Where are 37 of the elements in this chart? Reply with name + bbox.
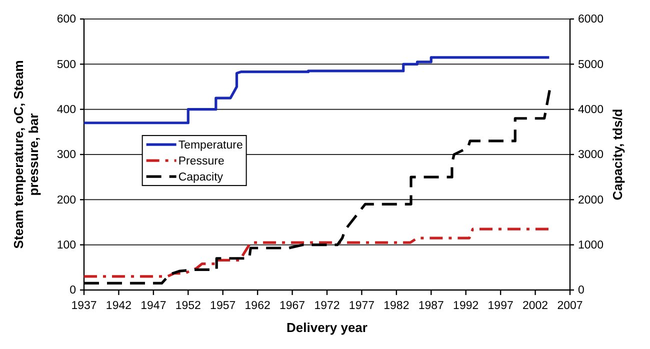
y-tick-label: 600: [56, 14, 76, 26]
legend-label: Temperature: [178, 140, 243, 152]
x-tick-label: 2002: [522, 300, 548, 312]
y2-tick-label: 6000: [578, 14, 604, 26]
x-tick-label: 1992: [453, 300, 479, 312]
x-tick-label: 1947: [140, 300, 166, 312]
y-axis-title: Steam temperature, oC, Steam pressure, bar: [11, 60, 41, 249]
y-tick-label: 400: [56, 104, 76, 116]
y-tick-label: 300: [56, 149, 76, 162]
y2-tick-label: 2000: [578, 194, 604, 206]
x-axis-title: Delivery year: [286, 320, 368, 335]
y2-tick-label: 1000: [578, 240, 604, 252]
x-tick-label: 1937: [71, 300, 97, 312]
y2-tick-label: 0: [578, 284, 584, 297]
y2-axis-title: Capacity, tds/d: [610, 108, 625, 200]
x-tick-label: 1987: [418, 300, 444, 312]
x-tick-label: 1972: [314, 300, 340, 312]
y-tick-label: 100: [56, 240, 76, 252]
x-tick-label: 1952: [175, 300, 201, 312]
x-tick-label: 1957: [210, 300, 236, 312]
legend-label: Pressure: [178, 156, 224, 168]
x-tick-label: 1942: [106, 300, 132, 312]
x-tick-label: 1997: [488, 300, 514, 312]
legend-label: Capacity: [178, 172, 224, 184]
line-series: [82, 56, 550, 124]
y2-tick-label: 5000: [578, 58, 604, 71]
x-tick-label: 2007: [557, 300, 583, 312]
line-series: [82, 228, 550, 278]
x-tick-label: 1967: [279, 300, 306, 312]
y-tick-label: 0: [70, 284, 76, 297]
y2-tick-label: 3000: [578, 149, 604, 162]
x-tick-label: 1982: [384, 300, 410, 312]
x-tick-label: 1962: [244, 300, 270, 312]
y-tick-label: 500: [56, 58, 76, 71]
y2-tick-label: 4000: [578, 104, 604, 116]
x-tick-label: 1977: [348, 300, 375, 312]
y-tick-label: 200: [56, 194, 76, 206]
